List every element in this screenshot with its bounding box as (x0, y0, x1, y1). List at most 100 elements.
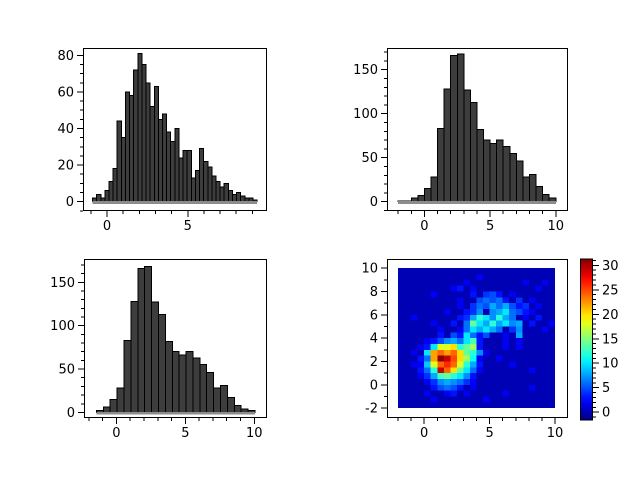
heatmap-cell (424, 343, 431, 350)
y-tick-label: 50 (58, 363, 75, 378)
heatmap-cell (430, 384, 438, 391)
heatmap-cell (509, 291, 516, 298)
heatmap-cell (476, 343, 484, 350)
histogram-bar (92, 197, 98, 203)
histogram-bar (104, 190, 110, 203)
histogram-bar (220, 385, 228, 413)
heatmap-cell (476, 349, 484, 356)
histogram-bar (100, 197, 106, 203)
histogram-bar (145, 82, 151, 203)
heatmap-cell (424, 367, 431, 374)
colorbar-gradient (580, 258, 593, 421)
heatmap-cell (411, 349, 418, 356)
heatmap-cell (476, 308, 484, 315)
heatmap-cell (437, 332, 444, 339)
histogram-bar (130, 300, 139, 413)
heatmap-cell (509, 303, 516, 309)
heatmap-cell (443, 349, 451, 356)
histogram-bar (203, 160, 209, 203)
heatmap-cell (450, 332, 457, 339)
y-tick-label: 60 (57, 85, 74, 100)
heatmap-cell (469, 355, 477, 362)
heatmap-cell (424, 361, 431, 368)
heatmap-cell (502, 332, 510, 339)
heatmap-cell (430, 343, 438, 350)
heatmap-cell (463, 390, 470, 397)
heatmap-cell (443, 308, 451, 315)
y-tick-label: 4 (370, 332, 378, 347)
heatmap-cell (424, 390, 431, 397)
heatmap-cell (456, 384, 464, 391)
histogram-bar (96, 193, 102, 203)
heatmap-cell (489, 297, 497, 304)
heatmap-cell (456, 326, 464, 333)
x-tick-label: 10 (547, 426, 564, 441)
heatmap-cell (430, 338, 438, 344)
histogram-bar (244, 197, 250, 203)
heatmap-cell (437, 367, 444, 374)
heatmap-cell (437, 355, 444, 362)
heatmap-cell (483, 303, 490, 309)
histogram-bar (443, 88, 452, 203)
y-tick-label: 100 (50, 319, 75, 334)
histogram-bar (192, 357, 201, 413)
y-tick-label: -2 (365, 402, 378, 417)
heatmap-cell (528, 308, 536, 315)
heatmap-cell (437, 373, 444, 379)
histogram-bar (233, 405, 242, 413)
x-tick-label: 10 (548, 219, 565, 234)
heatmap-cell (417, 343, 425, 350)
heatmap-cell (476, 273, 484, 280)
heatmap-cell (430, 378, 438, 385)
heatmap-cell (437, 343, 444, 350)
heatmap-cell (515, 320, 523, 327)
heatmap-cell (469, 384, 477, 391)
heatmap-cell (450, 384, 457, 391)
heatmap-cell (450, 355, 457, 362)
heatmap-cell (456, 373, 464, 379)
histogram-bar (417, 195, 425, 203)
histogram-bar (116, 387, 125, 413)
histogram-bar (185, 351, 194, 413)
heatmap-cell (515, 297, 523, 304)
heatmap-cell (463, 338, 470, 344)
heatmap-cell (463, 332, 470, 339)
heatmap-cell (483, 332, 490, 339)
heatmap-cell (450, 373, 457, 379)
heatmap-cell (424, 378, 431, 385)
histogram-bar (502, 145, 511, 203)
heatmap-cell (476, 361, 484, 368)
y-tick-label: 80 (57, 49, 74, 64)
heatmap-cell (483, 349, 490, 356)
y-tick-label: 0 (67, 406, 75, 421)
histogram-bar (231, 193, 238, 203)
histogram-bar (129, 95, 135, 203)
heatmap-cell (437, 361, 444, 368)
heatmap-cell (509, 326, 516, 333)
histogram-bar (151, 301, 159, 413)
heatmap-cell (469, 303, 477, 309)
x-tick-label: 5 (181, 426, 189, 441)
histogram-bar (137, 267, 146, 413)
y-tick-label: 150 (353, 63, 378, 78)
heatmap-cell (417, 361, 425, 368)
heatmap-cell (483, 326, 490, 333)
heatmap-cell (443, 390, 451, 397)
heatmap-cell (541, 279, 549, 286)
x-tick-label: 0 (420, 426, 428, 441)
heatmap-cell (502, 390, 510, 397)
heatmap-cell (456, 285, 464, 292)
heatmap-cell (456, 361, 464, 368)
heatmap-cell (469, 320, 477, 327)
histogram-bar (116, 120, 122, 203)
heatmap-cell (417, 373, 425, 379)
heatmap-cell (483, 297, 490, 304)
histogram-bar (174, 127, 180, 203)
histogram-bar (248, 197, 254, 203)
y-tick-label: 20 (57, 159, 74, 174)
heatmap-cell (456, 349, 464, 356)
histogram-bar (469, 101, 478, 203)
y-tick-label: 40 (57, 122, 74, 137)
subplot-top-left-histogram: 0 5 0 20 40 60 80 (57, 47, 268, 234)
